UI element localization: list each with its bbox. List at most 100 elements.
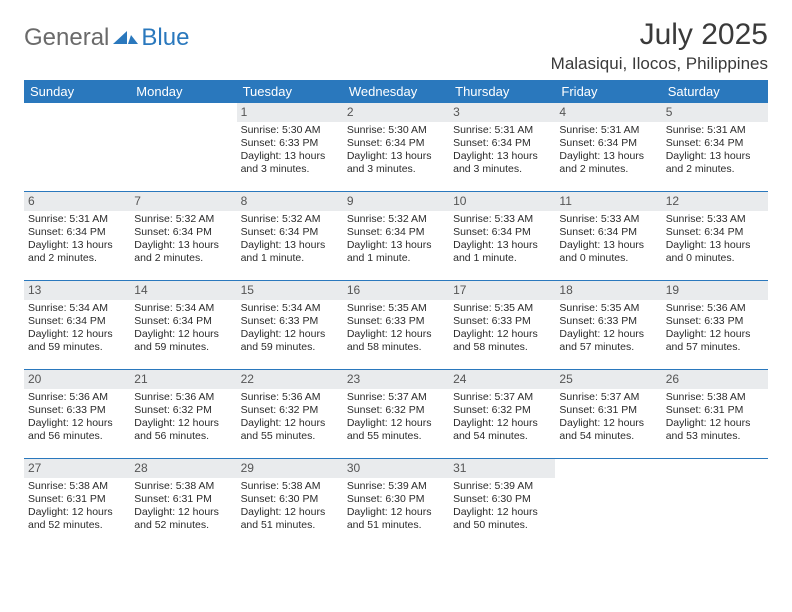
calendar: Sunday Monday Tuesday Wednesday Thursday… xyxy=(24,80,768,547)
day-body: Sunrise: 5:35 AMSunset: 6:33 PMDaylight:… xyxy=(343,300,449,361)
days-of-week-header: Sunday Monday Tuesday Wednesday Thursday… xyxy=(24,80,768,103)
day-cell: 21Sunrise: 5:36 AMSunset: 6:32 PMDayligh… xyxy=(130,370,236,458)
day-sunrise: Sunrise: 5:39 AM xyxy=(347,480,445,493)
logo: General Blue xyxy=(24,18,189,52)
day-body: Sunrise: 5:37 AMSunset: 6:32 PMDaylight:… xyxy=(449,389,555,450)
day-cell xyxy=(662,459,768,547)
day-number: 6 xyxy=(24,192,130,211)
day-sunrise: Sunrise: 5:31 AM xyxy=(28,213,126,226)
day-body: Sunrise: 5:32 AMSunset: 6:34 PMDaylight:… xyxy=(343,211,449,272)
day-number: 24 xyxy=(449,370,555,389)
day-sunset: Sunset: 6:33 PM xyxy=(559,315,657,328)
day-daylight: Daylight: 12 hours and 59 minutes. xyxy=(28,328,126,354)
day-number: 7 xyxy=(130,192,236,211)
day-sunset: Sunset: 6:32 PM xyxy=(453,404,551,417)
day-number: 25 xyxy=(555,370,661,389)
day-daylight: Daylight: 12 hours and 56 minutes. xyxy=(134,417,232,443)
day-body: Sunrise: 5:39 AMSunset: 6:30 PMDaylight:… xyxy=(343,478,449,539)
day-sunset: Sunset: 6:33 PM xyxy=(241,315,339,328)
day-cell: 1Sunrise: 5:30 AMSunset: 6:33 PMDaylight… xyxy=(237,103,343,191)
day-number xyxy=(24,103,130,121)
day-number xyxy=(555,459,661,477)
day-number: 30 xyxy=(343,459,449,478)
day-number: 21 xyxy=(130,370,236,389)
day-sunrise: Sunrise: 5:30 AM xyxy=(347,124,445,137)
day-sunset: Sunset: 6:32 PM xyxy=(134,404,232,417)
day-cell xyxy=(24,103,130,191)
day-daylight: Daylight: 13 hours and 2 minutes. xyxy=(559,150,657,176)
day-body: Sunrise: 5:34 AMSunset: 6:34 PMDaylight:… xyxy=(130,300,236,361)
day-sunrise: Sunrise: 5:38 AM xyxy=(134,480,232,493)
day-sunset: Sunset: 6:34 PM xyxy=(666,226,764,239)
day-sunrise: Sunrise: 5:34 AM xyxy=(134,302,232,315)
day-sunset: Sunset: 6:30 PM xyxy=(241,493,339,506)
day-cell: 8Sunrise: 5:32 AMSunset: 6:34 PMDaylight… xyxy=(237,192,343,280)
day-body: Sunrise: 5:33 AMSunset: 6:34 PMDaylight:… xyxy=(555,211,661,272)
day-number: 23 xyxy=(343,370,449,389)
day-cell: 27Sunrise: 5:38 AMSunset: 6:31 PMDayligh… xyxy=(24,459,130,547)
day-body: Sunrise: 5:32 AMSunset: 6:34 PMDaylight:… xyxy=(130,211,236,272)
day-cell: 9Sunrise: 5:32 AMSunset: 6:34 PMDaylight… xyxy=(343,192,449,280)
day-daylight: Daylight: 12 hours and 59 minutes. xyxy=(134,328,232,354)
week-row: 13Sunrise: 5:34 AMSunset: 6:34 PMDayligh… xyxy=(24,280,768,369)
day-daylight: Daylight: 12 hours and 57 minutes. xyxy=(666,328,764,354)
day-cell: 29Sunrise: 5:38 AMSunset: 6:30 PMDayligh… xyxy=(237,459,343,547)
day-cell: 19Sunrise: 5:36 AMSunset: 6:33 PMDayligh… xyxy=(662,281,768,369)
week-row: 20 Sunrise: 5:36 AM Sunset: 6:33 PM Dayligh… xyxy=(24,369,768,458)
weeks-container: 1Sunrise: 5:30 AMSunset: 6:33 PMDaylight… xyxy=(24,103,768,547)
day-number: 2 xyxy=(343,103,449,122)
day-cell: 10Sunrise: 5:33 AMSunset: 6:34 PMDayligh… xyxy=(449,192,555,280)
day-sunrise: Sunrise: 5:32 AM xyxy=(347,213,445,226)
day-sunrise: Sunrise: 5:38 AM xyxy=(666,391,764,404)
day-sunrise: Sunrise: 5:31 AM xyxy=(453,124,551,137)
day-sunrise: Sunrise: 5:37 AM xyxy=(559,391,657,404)
day-body: Sunrise: 5:34 AMSunset: 6:33 PMDaylight:… xyxy=(237,300,343,361)
day-cell: 2Sunrise: 5:30 AMSunset: 6:34 PMDaylight… xyxy=(343,103,449,191)
day-cell: 24Sunrise: 5:37 AMSunset: 6:32 PMDayligh… xyxy=(449,370,555,458)
day-number xyxy=(130,103,236,121)
day-number: 20 xyxy=(24,370,130,389)
day-sunrise: Sunrise: 5:31 AM xyxy=(666,124,764,137)
day-body: Sunrise: 5:38 AMSunset: 6:30 PMDaylight:… xyxy=(237,478,343,539)
logo-text-general: General xyxy=(24,24,109,52)
day-sunrise: Sunrise: 5:32 AM xyxy=(241,213,339,226)
location: Malasiqui, Ilocos, Philippines xyxy=(551,54,768,74)
week-row: 6 Sunrise: 5:31 AM Sunset: 6:34 PM Daylight… xyxy=(24,191,768,280)
day-cell: 7Sunrise: 5:32 AMSunset: 6:34 PMDaylight… xyxy=(130,192,236,280)
day-sunset: Sunset: 6:33 PM xyxy=(28,404,126,417)
day-sunrise: Sunrise: 5:38 AM xyxy=(28,480,126,493)
week-row: 1Sunrise: 5:30 AMSunset: 6:33 PMDaylight… xyxy=(24,103,768,191)
day-sunrise: Sunrise: 5:36 AM xyxy=(241,391,339,404)
day-cell: 18Sunrise: 5:35 AMSunset: 6:33 PMDayligh… xyxy=(555,281,661,369)
day-sunrise: Sunrise: 5:35 AM xyxy=(453,302,551,315)
day-number: 29 xyxy=(237,459,343,478)
logo-text-blue: Blue xyxy=(141,24,189,52)
day-daylight: Daylight: 13 hours and 0 minutes. xyxy=(559,239,657,265)
day-sunset: Sunset: 6:34 PM xyxy=(134,315,232,328)
day-sunset: Sunset: 6:34 PM xyxy=(347,226,445,239)
day-sunset: Sunset: 6:33 PM xyxy=(241,137,339,150)
day-body: Sunrise: 5:36 AMSunset: 6:32 PMDaylight:… xyxy=(237,389,343,450)
title-block: July 2025 Malasiqui, Ilocos, Philippines xyxy=(551,18,768,74)
day-daylight: Daylight: 13 hours and 2 minutes. xyxy=(666,150,764,176)
day-daylight: Daylight: 13 hours and 2 minutes. xyxy=(28,239,126,265)
day-body: Sunrise: 5:30 AMSunset: 6:34 PMDaylight:… xyxy=(343,122,449,183)
day-cell: 25Sunrise: 5:37 AMSunset: 6:31 PMDayligh… xyxy=(555,370,661,458)
day-daylight: Daylight: 13 hours and 3 minutes. xyxy=(241,150,339,176)
day-daylight: Daylight: 13 hours and 3 minutes. xyxy=(347,150,445,176)
day-sunset: Sunset: 6:31 PM xyxy=(666,404,764,417)
day-daylight: Daylight: 12 hours and 50 minutes. xyxy=(453,506,551,532)
day-sunset: Sunset: 6:34 PM xyxy=(28,315,126,328)
day-body: Sunrise: 5:33 AMSunset: 6:34 PMDaylight:… xyxy=(449,211,555,272)
day-sunrise: Sunrise: 5:35 AM xyxy=(559,302,657,315)
day-sunrise: Sunrise: 5:37 AM xyxy=(347,391,445,404)
day-number: 19 xyxy=(662,281,768,300)
dow-monday: Monday xyxy=(130,80,236,103)
day-number: 17 xyxy=(449,281,555,300)
day-cell: 14Sunrise: 5:34 AMSunset: 6:34 PMDayligh… xyxy=(130,281,236,369)
day-sunset: Sunset: 6:30 PM xyxy=(347,493,445,506)
day-cell: 17Sunrise: 5:35 AMSunset: 6:33 PMDayligh… xyxy=(449,281,555,369)
day-number: 15 xyxy=(237,281,343,300)
day-body: Sunrise: 5:37 AMSunset: 6:31 PMDaylight:… xyxy=(555,389,661,450)
day-number: 14 xyxy=(130,281,236,300)
